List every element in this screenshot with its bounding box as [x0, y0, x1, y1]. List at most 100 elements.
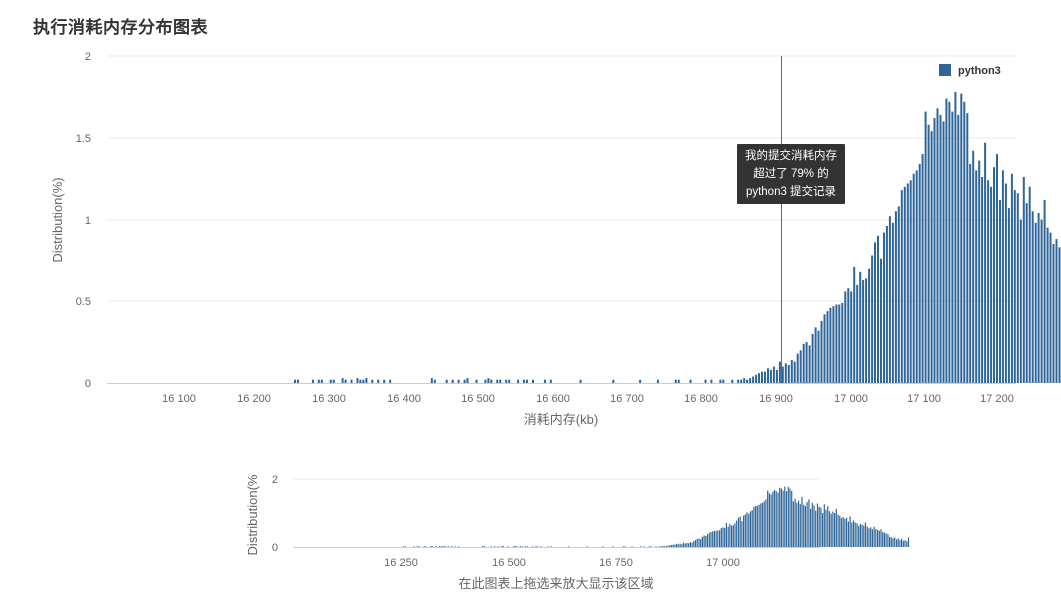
histogram-bar[interactable] [484, 379, 487, 383]
histogram-bar[interactable] [1046, 227, 1049, 383]
histogram-bar[interactable] [755, 374, 758, 383]
histogram-bar[interactable] [993, 167, 995, 383]
histogram-bar[interactable] [906, 183, 909, 384]
histogram-bar[interactable] [933, 118, 936, 383]
histogram-bar[interactable] [445, 379, 448, 383]
histogram-bar[interactable] [746, 379, 749, 383]
legend-item-python3[interactable]: python3 [939, 64, 1001, 77]
histogram-bar[interactable] [808, 345, 811, 383]
histogram-bar[interactable] [674, 379, 677, 383]
histogram-bar[interactable] [921, 154, 924, 383]
histogram-bar[interactable] [749, 378, 752, 383]
histogram-bar[interactable] [805, 342, 808, 383]
histogram-bar[interactable] [1034, 222, 1037, 383]
histogram-bar[interactable] [1001, 170, 1004, 383]
histogram-bar[interactable] [731, 379, 734, 383]
histogram-bar[interactable] [880, 258, 882, 383]
histogram-bar[interactable] [829, 307, 832, 383]
histogram-bar[interactable] [999, 199, 1001, 383]
histogram-bar[interactable] [885, 226, 888, 383]
histogram-bar[interactable] [787, 365, 790, 383]
histogram-bar[interactable] [790, 360, 793, 383]
histogram-bar[interactable] [850, 291, 853, 383]
histogram-bar[interactable] [341, 378, 344, 383]
histogram-bar[interactable] [784, 363, 787, 383]
histogram-bar[interactable] [704, 379, 707, 383]
histogram-bar[interactable] [814, 327, 817, 383]
histogram-bar[interactable] [915, 170, 918, 383]
histogram-bar[interactable] [356, 378, 359, 383]
histogram-bar[interactable] [951, 111, 954, 383]
histogram-bar[interactable] [1022, 177, 1025, 383]
histogram-bar[interactable] [1049, 232, 1052, 383]
histogram-bar[interactable] [743, 378, 746, 383]
histogram-bar[interactable] [957, 114, 960, 384]
histogram-bar[interactable] [320, 379, 323, 383]
histogram-bar[interactable] [1007, 208, 1010, 383]
histogram-bar[interactable] [990, 186, 993, 383]
histogram-bar[interactable] [936, 108, 939, 384]
histogram-bar[interactable] [677, 379, 680, 383]
histogram-bar[interactable] [371, 379, 374, 383]
histogram-bar[interactable] [710, 379, 713, 383]
histogram-bar[interactable] [847, 288, 850, 383]
histogram-bar[interactable] [1055, 239, 1058, 383]
histogram-bar[interactable] [656, 379, 659, 383]
histogram-bar[interactable] [865, 278, 868, 383]
histogram-bar[interactable] [823, 314, 826, 383]
histogram-bar[interactable] [1040, 219, 1043, 384]
histogram-bar[interactable] [332, 379, 335, 383]
histogram-bar[interactable] [987, 180, 990, 383]
histogram-bar[interactable] [499, 379, 502, 383]
histogram-bar[interactable] [451, 379, 454, 383]
histogram-bar[interactable] [359, 379, 362, 383]
histogram-bar[interactable] [909, 180, 912, 383]
histogram-bar[interactable] [897, 206, 900, 383]
histogram-bar[interactable] [802, 343, 805, 383]
histogram-bar[interactable] [891, 222, 894, 383]
histogram-bar[interactable] [969, 163, 972, 383]
histogram-bar[interactable] [853, 266, 856, 383]
histogram-bar[interactable] [862, 280, 865, 383]
histogram-bar[interactable] [722, 379, 725, 383]
histogram-bar[interactable] [463, 379, 466, 383]
histogram-bar[interactable] [826, 311, 829, 383]
histogram-bar[interactable] [433, 379, 436, 383]
histogram-bar[interactable] [487, 378, 490, 383]
histogram-bar[interactable] [832, 306, 835, 383]
histogram-bar[interactable] [496, 379, 499, 383]
histogram-bar[interactable] [948, 101, 951, 384]
histogram-bar[interactable] [984, 142, 987, 383]
histogram-bar[interactable] [579, 379, 582, 383]
histogram-bar[interactable] [1025, 203, 1028, 383]
histogram-bar[interactable] [996, 154, 998, 383]
histogram-bar[interactable] [903, 186, 906, 383]
histogram-bar[interactable] [924, 111, 927, 383]
histogram-bar[interactable] [894, 211, 897, 383]
histogram-bar[interactable] [939, 114, 942, 384]
histogram-bar[interactable] [719, 379, 722, 383]
histogram-bar[interactable] [761, 371, 763, 383]
histogram-bar[interactable] [317, 379, 320, 383]
histogram-bar[interactable] [297, 379, 299, 383]
histogram-bar[interactable] [781, 366, 784, 383]
histogram-bar[interactable] [737, 379, 740, 383]
histogram-bar[interactable] [505, 379, 508, 383]
histogram-bar[interactable] [365, 378, 368, 383]
histogram-bar[interactable] [508, 379, 511, 383]
histogram-bar[interactable] [457, 379, 460, 383]
histogram-bar[interactable] [966, 113, 969, 383]
histogram-bar[interactable] [1052, 244, 1055, 383]
histogram-bar[interactable] [1019, 219, 1022, 384]
histogram-bar[interactable] [945, 98, 948, 384]
histogram-bar[interactable] [1031, 211, 1034, 383]
histogram-bar[interactable] [954, 92, 957, 383]
histogram-bar[interactable] [344, 379, 347, 383]
histogram-bar[interactable] [981, 177, 984, 383]
histogram-bar[interactable] [526, 379, 528, 383]
histogram-bar[interactable] [523, 379, 525, 383]
histogram-bar[interactable] [430, 378, 433, 383]
histogram-bar[interactable] [841, 302, 844, 383]
histogram-bar[interactable] [918, 163, 921, 383]
